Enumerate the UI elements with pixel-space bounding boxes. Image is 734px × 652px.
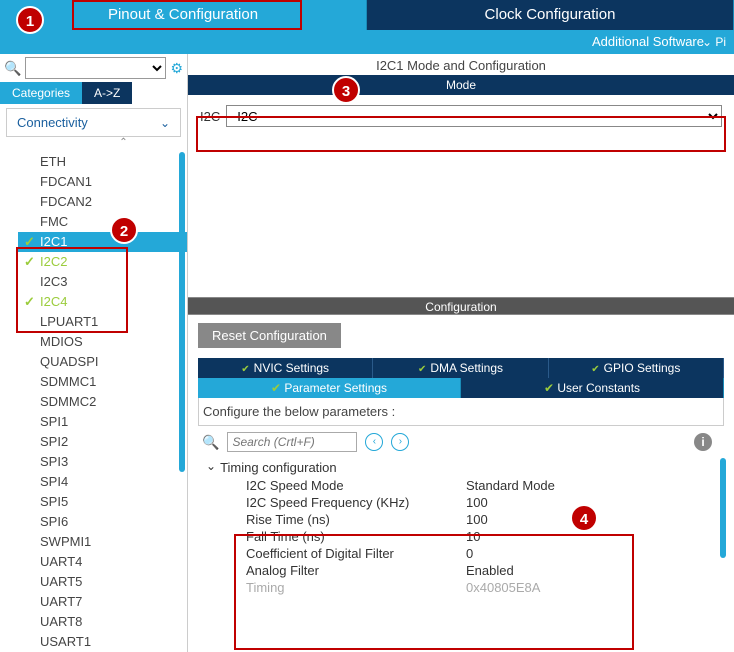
mode-title: I2C1 Mode and Configuration	[188, 54, 734, 75]
param-row[interactable]: Coefficient of Digital Filter0	[206, 545, 716, 562]
tab-categories[interactable]: Categories	[0, 82, 82, 104]
periph-uart4[interactable]: UART4	[18, 552, 187, 572]
tab-pinout[interactable]: Pinout & Configuration	[0, 0, 367, 30]
mode-bar: Mode	[188, 75, 734, 95]
periph-i2c1[interactable]: I2C1	[18, 232, 187, 252]
callout-3: 3	[332, 76, 360, 104]
callout-4: 4	[570, 504, 598, 532]
periph-swpmi1[interactable]: SWPMI1	[18, 532, 187, 552]
periph-quadspi[interactable]: QUADSPI	[18, 352, 187, 372]
cfg-tab-parameter-settings[interactable]: ✔ Parameter Settings	[198, 378, 461, 398]
periph-spi5[interactable]: SPI5	[18, 492, 187, 512]
periph-lpuart1[interactable]: LPUART1	[18, 312, 187, 332]
periph-i2c4[interactable]: I2C4	[18, 292, 187, 312]
param-row[interactable]: Rise Time (ns)100	[206, 511, 716, 528]
cfg-tab-user-constants[interactable]: ✔ User Constants	[461, 378, 724, 398]
gear-icon[interactable]: ⚙	[170, 60, 183, 77]
prev-button[interactable]: ‹	[365, 433, 383, 451]
periph-i2c2[interactable]: I2C2	[18, 252, 187, 272]
periph-fdcan2[interactable]: FDCAN2	[18, 192, 187, 212]
tab-az[interactable]: A->Z	[82, 82, 132, 104]
periph-mdios[interactable]: MDIOS	[18, 332, 187, 352]
i2c-mode-select[interactable]: I2C	[226, 105, 722, 127]
cfg-tab-dma-settings[interactable]: ✔DMA Settings	[373, 358, 548, 378]
info-icon[interactable]: i	[694, 433, 712, 451]
periph-spi3[interactable]: SPI3	[18, 452, 187, 472]
param-row[interactable]: Fall Time (ns)10	[206, 528, 716, 545]
periph-spi1[interactable]: SPI1	[18, 412, 187, 432]
periph-uart7[interactable]: UART7	[18, 592, 187, 612]
peripheral-search[interactable]	[25, 57, 166, 79]
periph-usart1[interactable]: USART1	[18, 632, 187, 652]
category-connectivity[interactable]: Connectivity ⌄	[6, 108, 181, 137]
periph-fmc[interactable]: FMC	[18, 212, 187, 232]
cfg-tab-nvic-settings[interactable]: ✔NVIC Settings	[198, 358, 373, 378]
periph-spi2[interactable]: SPI2	[18, 432, 187, 452]
param-search-icon[interactable]: 🔍	[202, 434, 219, 451]
periph-sdmmc2[interactable]: SDMMC2	[18, 392, 187, 412]
periph-sdmmc1[interactable]: SDMMC1	[18, 372, 187, 392]
param-row[interactable]: I2C Speed ModeStandard Mode	[206, 477, 716, 494]
reset-config-button[interactable]: Reset Configuration	[198, 323, 341, 348]
periph-spi6[interactable]: SPI6	[18, 512, 187, 532]
callout-1: 1	[16, 6, 44, 34]
param-group-header[interactable]: Timing configuration	[206, 458, 716, 477]
next-button[interactable]: ›	[391, 433, 409, 451]
collapse-up-icon[interactable]: ⌃	[0, 137, 187, 148]
params-instruction: Configure the below parameters :	[198, 398, 724, 426]
sub-bar: Additional Software ⌄ Pi	[0, 30, 734, 54]
param-row[interactable]: I2C Speed Frequency (KHz)100	[206, 494, 716, 511]
config-header: Configuration	[188, 297, 734, 315]
periph-spi4[interactable]: SPI4	[18, 472, 187, 492]
category-label: Connectivity	[17, 115, 88, 130]
periph-i2c3[interactable]: I2C3	[18, 272, 187, 292]
param-search-input[interactable]	[227, 432, 357, 452]
param-scrollbar[interactable]	[720, 458, 726, 558]
tab-clock[interactable]: Clock Configuration	[367, 0, 734, 30]
chevron-icon: ⌄	[160, 116, 170, 130]
param-row[interactable]: Timing0x40805E8A	[206, 579, 716, 596]
chevron-down-icon[interactable]: ⌄ Pi	[702, 30, 726, 54]
callout-2: 2	[110, 216, 138, 244]
peripheral-list: ETHFDCAN1FDCAN2FMCI2C1I2C2I2C3I2C4LPUART…	[0, 148, 187, 652]
search-icon[interactable]: 🔍	[4, 60, 21, 77]
additional-software-link[interactable]: Additional Software	[592, 34, 704, 49]
periph-uart5[interactable]: UART5	[18, 572, 187, 592]
periph-fdcan1[interactable]: FDCAN1	[18, 172, 187, 192]
param-row[interactable]: Analog FilterEnabled	[206, 562, 716, 579]
cfg-tab-gpio-settings[interactable]: ✔GPIO Settings	[549, 358, 724, 378]
periph-uart8[interactable]: UART8	[18, 612, 187, 632]
i2c-label: I2C	[200, 109, 220, 124]
periph-eth[interactable]: ETH	[18, 152, 187, 172]
